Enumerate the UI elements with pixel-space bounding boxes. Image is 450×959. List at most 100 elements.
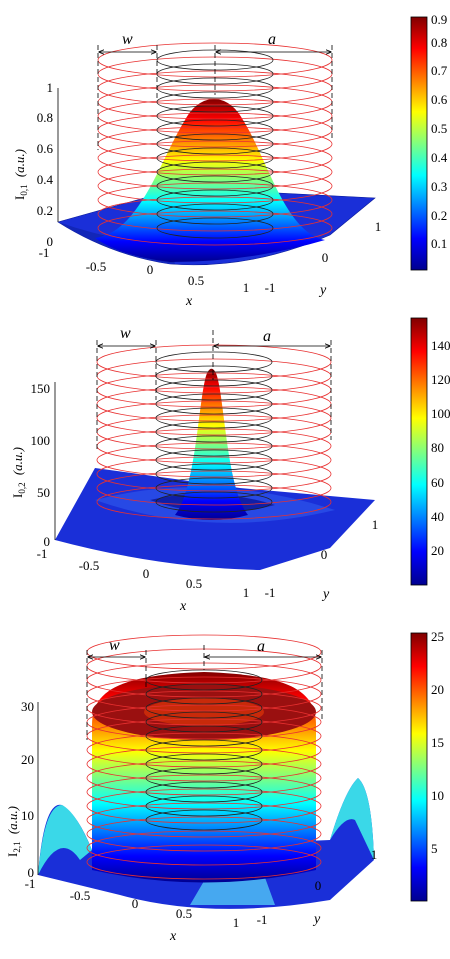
- colorbar-ticks: 0.1 0.2 0.3 0.4 0.5 0.6 0.7 0.8 0.9: [431, 12, 448, 251]
- colorbar-2: 20 40 60 80 100 120 140: [410, 317, 450, 586]
- dimension-lines: [97, 45, 333, 150]
- x-tick: -1: [39, 245, 50, 260]
- y-tick-labels: 1 0 -1: [257, 847, 378, 927]
- panel-1: w a 0 0.2 0.4 0.6 0.8 1 I0,1 (a.u.) -1 -…: [12, 12, 448, 309]
- z-tick: 100: [31, 433, 51, 448]
- z-axis-label: I2,1 (a.u.): [5, 806, 22, 857]
- y-tick-labels: 1 0 -1: [265, 219, 382, 295]
- z-tick: 0.2: [37, 203, 53, 218]
- side-lobe-right: [330, 778, 374, 860]
- x-tick: -0.5: [86, 259, 107, 274]
- panel-3: w a 0 10 20 30 I2,1 (a.u.) -1 -0.5 0 0.5…: [5, 629, 444, 944]
- x-tick-labels: -1 -0.5 0 0.5 1: [25, 876, 240, 930]
- x-tick: 0.5: [176, 906, 192, 921]
- colorbar-1: 0.1 0.2 0.3 0.4 0.5 0.6 0.7 0.8 0.9: [410, 12, 448, 271]
- z-tick: 0.6: [37, 141, 54, 156]
- y-tick: 1: [371, 847, 378, 862]
- y-tick-labels: 1 0 -1: [265, 517, 379, 600]
- side-lobe-left: [38, 805, 92, 875]
- x-tick: -0.5: [70, 888, 91, 903]
- x-tick: 0.5: [188, 273, 204, 288]
- y-tick: 1: [375, 219, 382, 234]
- svg-text:20: 20: [431, 543, 444, 558]
- svg-text:I0,2 (a.u.): I0,2 (a.u.): [10, 447, 27, 498]
- svg-text:60: 60: [431, 475, 444, 490]
- a-label: a: [268, 31, 276, 48]
- x-tick: -1: [25, 876, 36, 891]
- surface-peak: [95, 99, 325, 262]
- svg-text:I0,1 (a.u.): I0,1 (a.u.): [12, 149, 29, 200]
- z-axis-label: I0,1 (a.u.): [12, 149, 29, 200]
- svg-text:0.2: 0.2: [431, 208, 447, 223]
- x-tick: 1: [243, 280, 250, 295]
- x-axis-label: x: [169, 929, 177, 944]
- z-tick-labels: 0 0.2 0.4 0.6 0.8 1: [37, 80, 54, 249]
- black-rings: [155, 351, 273, 513]
- svg-text:I2,1 (a.u.): I2,1 (a.u.): [5, 806, 22, 857]
- dimension-lines: [96, 330, 332, 450]
- colorbar-3: 5 10 15 20 25: [410, 629, 444, 902]
- x-tick: -0.5: [79, 558, 100, 573]
- svg-text:0.9: 0.9: [431, 12, 447, 27]
- x-tick: 0.5: [186, 576, 202, 591]
- z-tick: 0.4: [37, 172, 54, 187]
- y-tick: 1: [372, 517, 379, 532]
- svg-text:25: 25: [431, 629, 444, 644]
- w-label: w: [122, 31, 133, 48]
- x-tick-labels: -1 -0.5 0 0.5 1: [39, 245, 250, 295]
- svg-text:0.5: 0.5: [431, 121, 447, 136]
- panel-2: w a 0 50 100 150 I0,2 (a.u.) -1 -0.5 0 0…: [10, 317, 450, 614]
- y-tick: -1: [257, 912, 268, 927]
- a-label: a: [263, 328, 271, 345]
- z-tick: 30: [21, 699, 34, 714]
- z-axis-label: I0,2 (a.u.): [10, 447, 27, 498]
- z-tick: 1: [47, 80, 54, 95]
- svg-text:0.8: 0.8: [431, 35, 447, 50]
- svg-text:10: 10: [431, 788, 444, 803]
- w-label: w: [120, 325, 131, 342]
- x-tick: 1: [233, 915, 240, 930]
- svg-text:140: 140: [431, 338, 450, 353]
- svg-text:0.3: 0.3: [431, 179, 447, 194]
- x-tick-labels: -1 -0.5 0 0.5 1: [37, 546, 250, 600]
- z-tick: 0: [28, 865, 35, 880]
- svg-text:15: 15: [431, 735, 444, 750]
- rings: [86, 634, 322, 880]
- x-axis-label: x: [179, 599, 187, 614]
- svg-text:80: 80: [431, 440, 444, 455]
- y-tick: 0: [322, 250, 329, 265]
- z-tick: 10: [21, 808, 34, 823]
- x-tick: -1: [37, 546, 48, 561]
- x-tick: 1: [243, 585, 250, 600]
- y-axis-label: y: [318, 283, 327, 298]
- y-tick: -1: [265, 585, 276, 600]
- y-tick: -1: [265, 280, 276, 295]
- x-tick: 0: [132, 896, 139, 911]
- svg-text:5: 5: [431, 841, 438, 856]
- surface-base: [38, 778, 374, 909]
- svg-text:100: 100: [431, 406, 450, 421]
- y-tick: 0: [315, 878, 322, 893]
- dimension-lines: [86, 645, 323, 740]
- colorbar-ticks: 20 40 60 80 100 120 140: [431, 338, 450, 558]
- colorbar-ticks: 5 10 15 20 25: [431, 629, 444, 856]
- svg-text:0.7: 0.7: [431, 63, 448, 78]
- y-tick: 0: [321, 547, 328, 562]
- svg-text:120: 120: [431, 372, 450, 387]
- x-tick: 0: [147, 262, 154, 277]
- z-tick: 50: [37, 485, 50, 500]
- z-tick: 0: [47, 234, 54, 249]
- z-tick: 20: [21, 752, 34, 767]
- y-axis-label: y: [312, 912, 321, 927]
- z-tick: 150: [31, 381, 51, 396]
- z-tick-labels: 0 50 100 150: [31, 381, 51, 549]
- svg-text:0.6: 0.6: [431, 92, 448, 107]
- svg-text:0.1: 0.1: [431, 236, 447, 251]
- svg-text:20: 20: [431, 682, 444, 697]
- x-tick: 0: [143, 566, 150, 581]
- x-axis-label: x: [185, 294, 193, 309]
- svg-text:40: 40: [431, 509, 444, 524]
- z-tick: 0.8: [37, 110, 53, 125]
- svg-text:0.4: 0.4: [431, 150, 448, 165]
